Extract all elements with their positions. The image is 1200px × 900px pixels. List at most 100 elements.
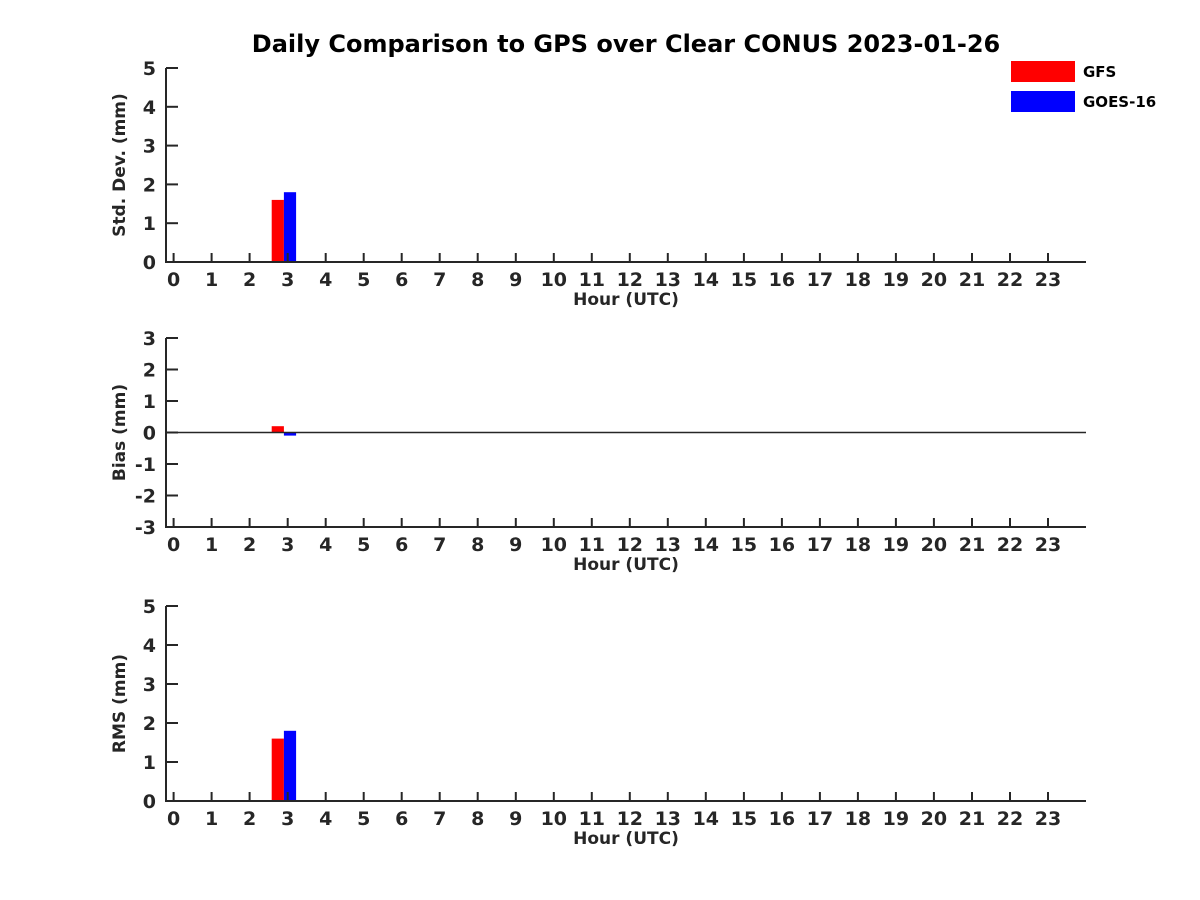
y-tick-label: 2 [143, 360, 156, 382]
x-tick-label: 13 [655, 808, 681, 830]
y-tick-label: 5 [143, 596, 156, 618]
y-tick-label: -3 [135, 517, 156, 539]
bar-goes-16 [283, 432, 297, 436]
x-tick-label: 17 [807, 808, 833, 830]
x-tick-label: 14 [693, 534, 719, 556]
x-tick-label: 23 [1035, 808, 1061, 830]
x-tick-label: 16 [769, 534, 795, 556]
y-tick-label: 2 [143, 713, 156, 735]
x-tick-label: 19 [883, 808, 909, 830]
x-tick-label: 10 [541, 808, 567, 830]
bar-gfs [271, 199, 284, 262]
y-axis-label: Std. Dev. (mm) [110, 93, 130, 237]
legend-swatch-gfs [1011, 61, 1075, 82]
x-tick-label: 11 [579, 269, 605, 291]
x-tick-label: 9 [509, 269, 522, 291]
x-tick-label: 6 [395, 269, 408, 291]
x-tick-label: 13 [655, 269, 681, 291]
x-tick-label: 2 [243, 534, 256, 556]
x-tick-label: 3 [281, 534, 294, 556]
legend-label-goes-16: GOES-16 [1083, 92, 1157, 111]
x-tick-label: 8 [471, 808, 484, 830]
x-tick-label: 10 [541, 534, 567, 556]
x-tick-label: 6 [395, 534, 408, 556]
x-tick-label: 0 [167, 808, 180, 830]
y-axis-label: Bias (mm) [110, 384, 130, 481]
x-tick-label: 3 [281, 808, 294, 830]
x-tick-label: 20 [921, 269, 947, 291]
y-tick-label: 1 [143, 213, 156, 235]
x-tick-label: 21 [959, 269, 985, 291]
x-tick-label: 11 [579, 534, 605, 556]
y-tick-label: -1 [135, 454, 156, 476]
legend-item-gfs: GFS [1011, 61, 1156, 82]
x-tick-label: 5 [357, 534, 370, 556]
x-tick-label: 23 [1035, 534, 1061, 556]
legend-label-gfs: GFS [1083, 62, 1117, 81]
x-tick-label: 17 [807, 534, 833, 556]
x-tick-label: 7 [433, 269, 446, 291]
y-tick-label: 0 [143, 252, 156, 274]
legend: GFS GOES-16 [1011, 61, 1156, 121]
x-tick-label: 18 [845, 808, 871, 830]
y-tick-label: 3 [143, 136, 156, 158]
y-tick-label: 1 [143, 391, 156, 413]
x-tick-label: 8 [471, 269, 484, 291]
x-tick-label: 20 [921, 808, 947, 830]
x-tick-label: 9 [509, 808, 522, 830]
x-tick-label: 1 [205, 269, 218, 291]
x-axis-label: Hour (UTC) [573, 290, 679, 310]
y-tick-label: 5 [143, 58, 156, 80]
legend-swatch-goes-16 [1011, 91, 1075, 112]
x-tick-label: 1 [205, 808, 218, 830]
x-tick-label: 4 [319, 269, 332, 291]
y-tick-label: -2 [135, 486, 156, 508]
x-tick-label: 15 [731, 808, 757, 830]
x-tick-label: 0 [167, 269, 180, 291]
x-tick-label: 19 [883, 269, 909, 291]
chart-title: Daily Comparison to GPS over Clear CONUS… [251, 30, 1001, 58]
x-tick-label: 2 [243, 269, 256, 291]
x-tick-label: 15 [731, 534, 757, 556]
x-tick-label: 10 [541, 269, 567, 291]
bar-gfs [271, 426, 284, 433]
legend-item-goes-16: GOES-16 [1011, 91, 1156, 112]
x-tick-label: 11 [579, 808, 605, 830]
x-tick-label: 12 [617, 269, 643, 291]
x-tick-label: 15 [731, 269, 757, 291]
x-axis-label: Hour (UTC) [573, 555, 679, 575]
x-tick-label: 19 [883, 534, 909, 556]
x-tick-label: 5 [357, 269, 370, 291]
y-tick-label: 4 [143, 97, 156, 119]
y-tick-label: 3 [143, 674, 156, 696]
x-tick-label: 2 [243, 808, 256, 830]
x-tick-label: 17 [807, 269, 833, 291]
y-tick-label: 0 [143, 423, 156, 445]
x-tick-label: 22 [997, 269, 1023, 291]
x-tick-label: 18 [845, 534, 871, 556]
y-tick-label: 1 [143, 752, 156, 774]
x-tick-label: 22 [997, 534, 1023, 556]
x-tick-label: 21 [959, 534, 985, 556]
x-tick-label: 21 [959, 808, 985, 830]
x-tick-label: 14 [693, 808, 719, 830]
x-tick-label: 16 [769, 269, 795, 291]
x-tick-label: 7 [433, 808, 446, 830]
bar-gfs [271, 738, 284, 801]
x-tick-label: 13 [655, 534, 681, 556]
x-tick-label: 4 [319, 808, 332, 830]
x-tick-label: 12 [617, 534, 643, 556]
x-tick-label: 9 [509, 534, 522, 556]
x-tick-label: 20 [921, 534, 947, 556]
x-tick-label: 22 [997, 808, 1023, 830]
x-tick-label: 1 [205, 534, 218, 556]
x-axis-label: Hour (UTC) [573, 829, 679, 849]
y-tick-label: 2 [143, 174, 156, 196]
x-tick-label: 4 [319, 534, 332, 556]
bar-goes-16 [283, 192, 297, 262]
x-tick-label: 5 [357, 808, 370, 830]
bar-goes-16 [283, 730, 297, 801]
y-tick-label: 0 [143, 791, 156, 813]
